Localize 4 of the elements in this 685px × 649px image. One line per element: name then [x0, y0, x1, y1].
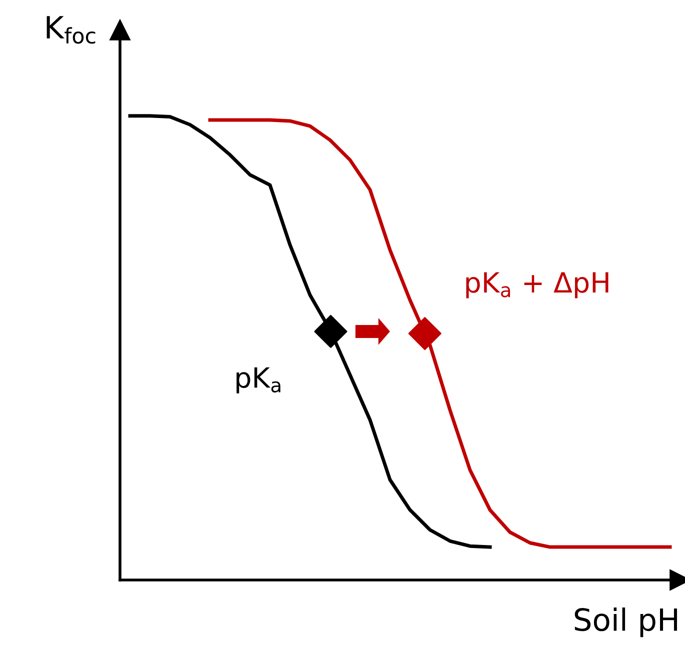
series-label: pK$_{a}$ + ΔpH	[466, 272, 608, 298]
x-axis-title: Soil pH	[574, 608, 677, 638]
y-axis-title: K$_{foc}$	[46, 16, 96, 44]
series-label: pK$_{a}$	[236, 367, 280, 394]
